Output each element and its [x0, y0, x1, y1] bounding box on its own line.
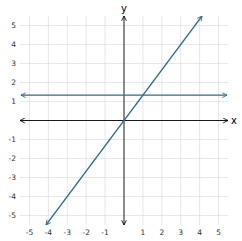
y-tick-label: -1: [9, 135, 17, 144]
x-tick-label: -5: [26, 228, 34, 237]
y-tick-label: -5: [9, 211, 17, 220]
x-tick-label: 4: [197, 228, 202, 237]
y-axis-label: y: [121, 3, 127, 14]
line: [46, 16, 202, 225]
grid: [20, 16, 228, 225]
x-tick-label: 3: [178, 228, 183, 237]
y-tick-label: -4: [9, 192, 17, 201]
x-tick-label: 1: [141, 228, 146, 237]
x-tick-label: -4: [45, 228, 53, 237]
y-tick-label: 5: [11, 21, 16, 30]
y-tick-label: 1: [11, 97, 16, 106]
y-tick-label: 3: [11, 59, 16, 68]
x-tick-label: -1: [101, 228, 109, 237]
x-tick-label: -2: [82, 228, 90, 237]
chart: -5 -4 -3 -2 -1 1 2 3 4 5 -5 -4 -3 -2 -1 1 2 3 4 5 x y: [0, 0, 242, 241]
x-axis-label: x: [231, 115, 237, 126]
y-tick-label: 2: [11, 78, 16, 87]
x-tick-label: 2: [159, 228, 164, 237]
x-tick-label: -3: [64, 228, 72, 237]
y-tick-label: 4: [11, 40, 16, 49]
y-tick-label: -3: [9, 173, 17, 182]
line: [21, 95, 227, 96]
lines: [21, 16, 227, 225]
y-tick-label: -2: [9, 154, 17, 163]
x-tick-label: 5: [216, 228, 221, 237]
